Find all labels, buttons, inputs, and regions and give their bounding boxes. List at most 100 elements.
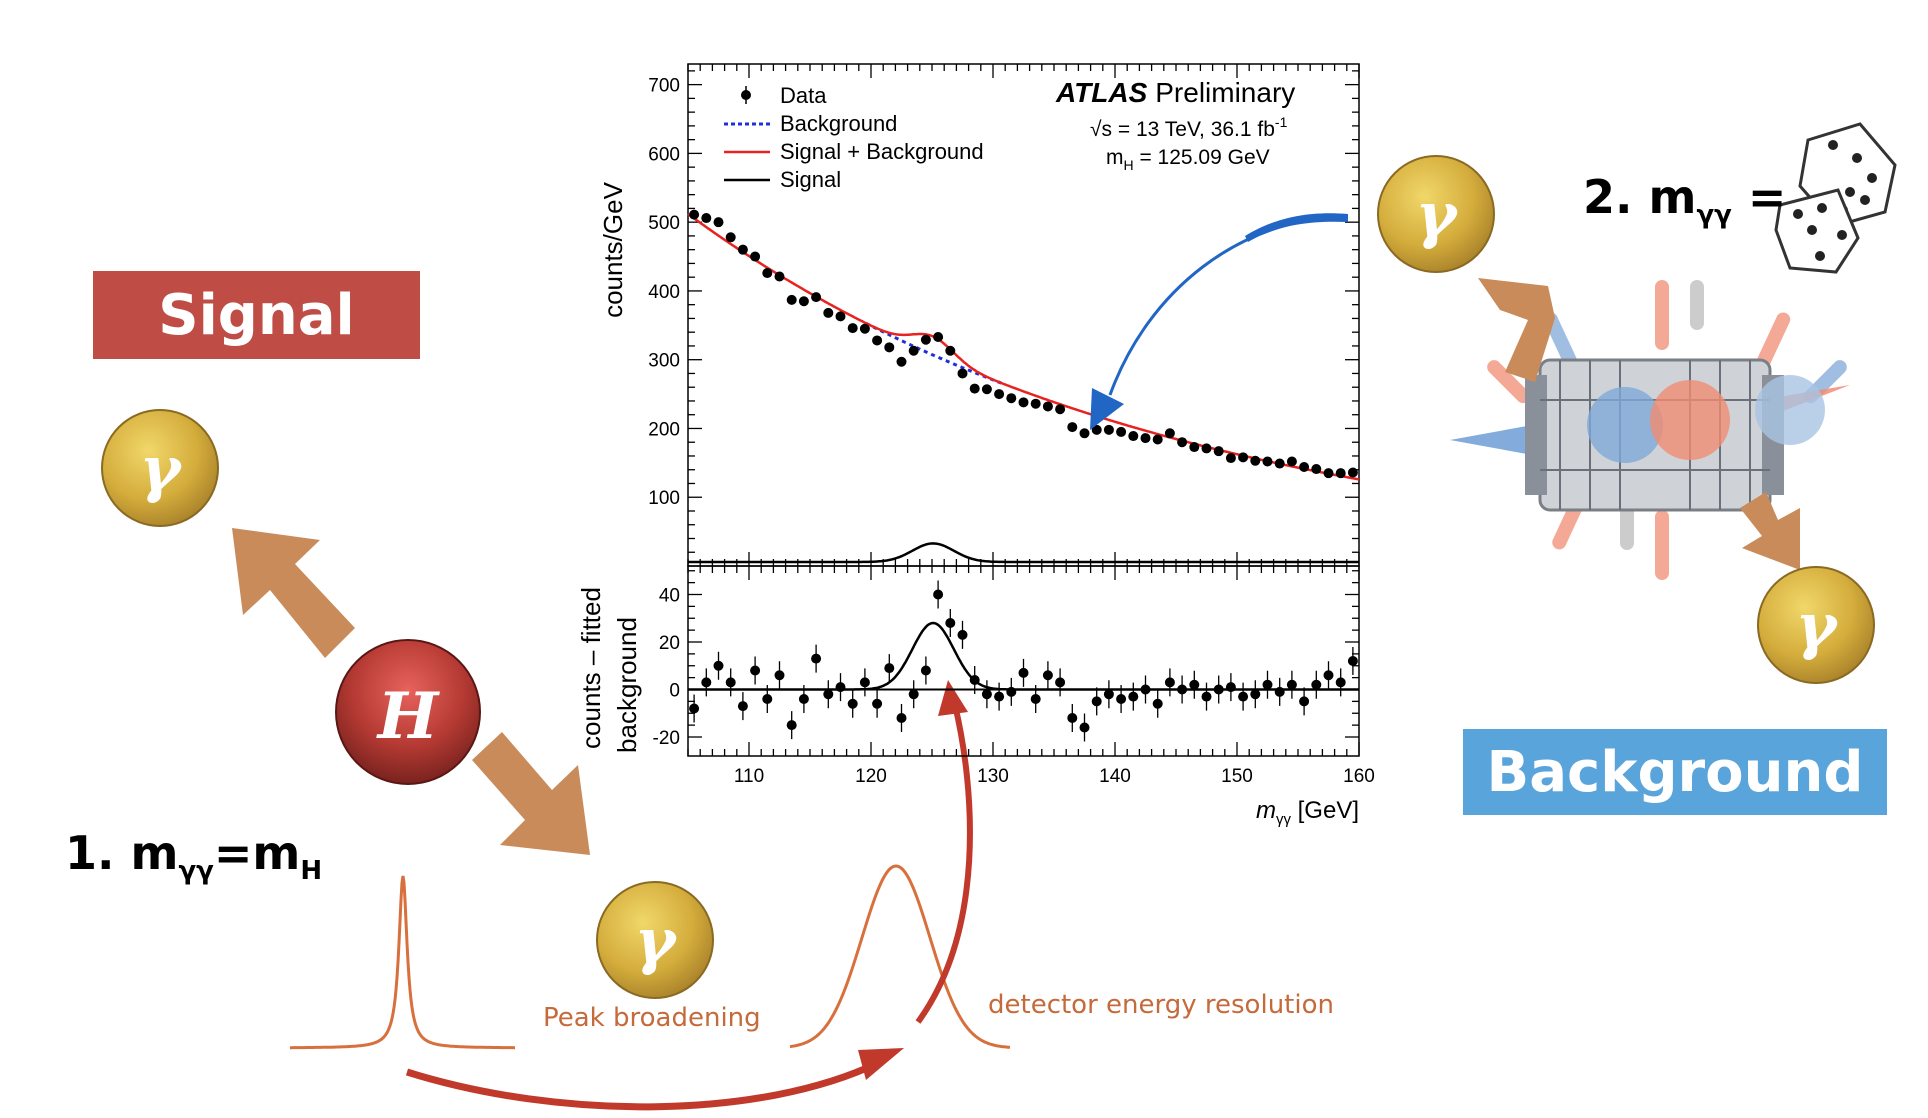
residual-point — [835, 682, 846, 693]
signal-condition: 1. mγγ=mH — [65, 826, 323, 887]
residual-point — [1323, 670, 1334, 681]
top-y-axis-label: counts/GeV — [598, 181, 628, 318]
data-point — [1177, 437, 1188, 448]
data-point — [1286, 456, 1297, 467]
residual-point — [933, 589, 944, 600]
residual-point — [689, 703, 700, 714]
data-point — [762, 268, 773, 279]
data-point — [872, 335, 883, 346]
data-point — [1225, 453, 1236, 464]
resolution-arrow-icon — [915, 704, 973, 1024]
data-point — [1128, 431, 1139, 442]
residual-point — [1347, 656, 1358, 666]
signal-decay-group: γ H γ — [101, 409, 1010, 1111]
main-data-points — [689, 209, 1358, 479]
data-point — [725, 232, 736, 243]
data-point — [1299, 461, 1310, 472]
data-point — [1006, 393, 1017, 404]
residual-point — [994, 691, 1005, 702]
data-point — [737, 244, 748, 255]
data-point — [823, 307, 834, 318]
data-point — [920, 334, 931, 345]
axis-ticks — [687, 64, 1360, 756]
data-point — [933, 332, 944, 343]
photon-symbol: γ — [1796, 589, 1840, 662]
data-point — [1079, 428, 1090, 439]
legend-data: Data — [780, 83, 827, 108]
y-tick-label: 500 — [648, 213, 680, 234]
plot-legend: Data Background Signal + Background Sign… — [724, 83, 984, 192]
residual-point — [1311, 679, 1322, 690]
data-point — [1347, 467, 1358, 478]
residual-point — [1164, 677, 1175, 688]
photon-icon: γ — [1377, 155, 1495, 273]
residual-point — [1103, 689, 1114, 700]
photon-symbol: γ — [1416, 178, 1460, 251]
data-point — [1055, 404, 1066, 415]
higgs-symbol: H — [376, 679, 441, 754]
residual-point — [896, 713, 907, 723]
tick-labels: 110 120 130 140 150 1601002003004005006007004… — [648, 76, 1375, 787]
residual-y-tick-label: 40 — [659, 586, 680, 607]
residual-point — [1067, 713, 1078, 723]
detector-icon — [1450, 280, 1850, 580]
data-point — [859, 323, 870, 334]
photon-icon: γ — [596, 881, 714, 999]
legend-signal: Signal — [780, 167, 841, 192]
data-point — [908, 345, 919, 356]
resolution-arrowhead-icon — [938, 680, 968, 716]
residual-point — [750, 665, 761, 676]
residual-point — [1128, 691, 1139, 702]
data-point — [884, 342, 895, 353]
x-axis-label: mγγ [GeV] — [1256, 797, 1359, 828]
signal-plus-background-line — [687, 212, 1360, 481]
photon-icon: γ — [1757, 566, 1875, 684]
residual-point — [1177, 684, 1188, 695]
residual-point — [701, 677, 712, 688]
data-point — [1201, 443, 1212, 454]
residual-point — [1030, 694, 1041, 704]
residual-point — [1091, 696, 1102, 707]
legend-signal-background: Signal + Background — [780, 139, 984, 164]
data-point — [786, 294, 797, 305]
x-tick-label: 130 — [977, 766, 1009, 787]
data-point — [774, 271, 785, 282]
residual-y-tick-label: 0 — [669, 681, 680, 702]
residual-point — [1189, 679, 1200, 690]
residual-point — [1262, 679, 1273, 690]
broad-peak-curve — [789, 864, 1010, 1049]
dice-icon — [1774, 122, 1897, 274]
bottom-y-axis-label-1: counts – fitted — [576, 587, 606, 749]
background-group: γ γ — [1377, 122, 1897, 684]
residual-point — [1286, 679, 1297, 690]
residual-data-points — [689, 580, 1358, 742]
residual-y-tick-label: -20 — [653, 728, 680, 749]
data-point — [798, 296, 809, 307]
residual-point — [872, 698, 883, 709]
data-point — [994, 389, 1005, 400]
residual-point — [847, 698, 858, 709]
blue-arrowhead-icon — [1090, 388, 1124, 430]
residual-point — [1274, 686, 1285, 697]
x-tick-label: 110 — [734, 766, 764, 787]
residual-point — [713, 660, 724, 671]
residual-point — [1250, 689, 1261, 700]
atlas-label: ATLAS Preliminary — [1055, 77, 1295, 108]
data-point — [1030, 398, 1041, 409]
data-point — [1213, 446, 1224, 457]
residual-point — [981, 689, 992, 700]
residual-point — [725, 677, 736, 688]
data-point — [1067, 422, 1078, 433]
signal-line — [688, 542, 1359, 564]
blue-arrow-tail-icon — [1245, 213, 1348, 242]
residual-point — [1055, 677, 1066, 688]
residual-point — [859, 677, 870, 688]
residual-point — [774, 670, 785, 681]
data-point — [1238, 452, 1249, 463]
signal-banner: Signal — [93, 271, 420, 359]
residual-point — [1335, 677, 1346, 688]
residual-point — [1152, 698, 1163, 709]
bkg-arrow-up-icon — [1478, 278, 1555, 382]
broadening-arrowhead-icon — [858, 1048, 904, 1080]
decay-arrow-up-icon — [232, 528, 355, 658]
